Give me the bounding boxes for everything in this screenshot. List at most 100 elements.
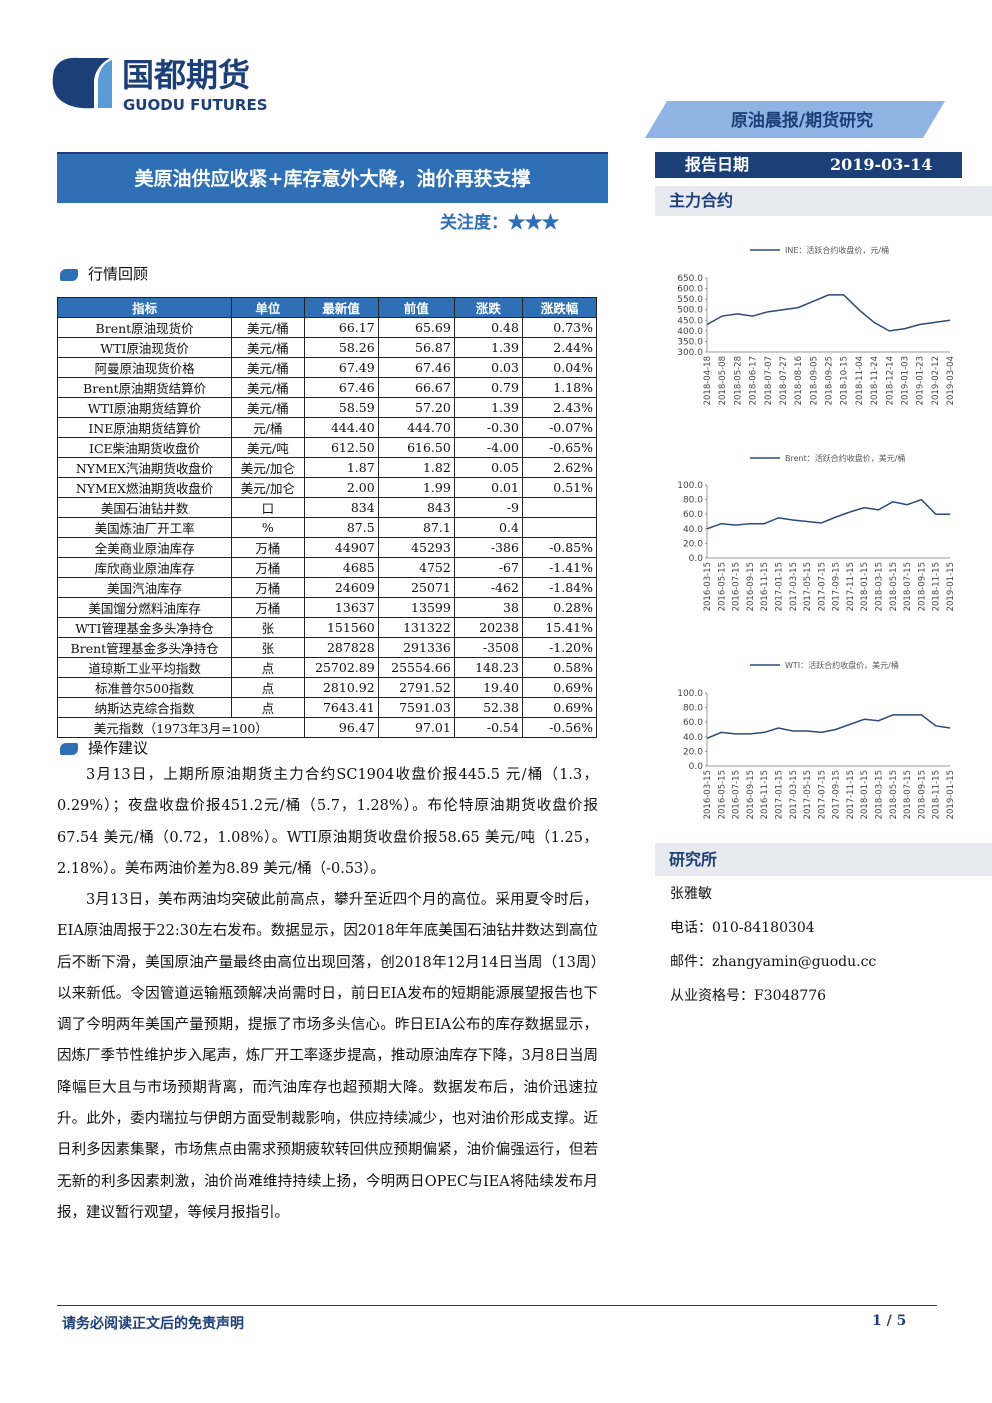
cell: -462 — [453, 577, 523, 598]
email: 邮件：zhangyamin@guodu.cc — [670, 954, 877, 970]
cell: 2.44% — [521, 337, 598, 358]
section-heading: 行情回顾 — [60, 263, 148, 284]
cell: 1.18% — [521, 377, 598, 398]
cell: 0.4 — [453, 517, 523, 538]
cell: WTI原油期货结算价 — [56, 397, 233, 418]
cell: 美国汽油库存 — [56, 577, 233, 598]
cell: 0.03 — [453, 357, 523, 378]
y-tick-label: 100.0 — [677, 689, 703, 699]
row: Brent原油期货结算价 美元/桶 67.46 66.67 0.79 1.18% — [56, 377, 598, 398]
x-tick-label: 2016-11-15 — [760, 770, 770, 819]
x-tick-label: 2018-01-15 — [860, 562, 870, 611]
y-tick-label: 550.0 — [677, 295, 703, 305]
x-tick-label: 2017-09-15 — [832, 562, 842, 611]
cell: WTI管理基金多头净持仓 — [56, 617, 233, 638]
analyst: 张雅敏 — [670, 886, 712, 902]
line — [706, 498, 950, 530]
cell: 库欣商业原油库存 — [56, 557, 233, 578]
x-tick-label: 2018-09-15 — [917, 770, 927, 819]
cell: 66.17 — [303, 317, 379, 338]
x-tick-label: 2018-07-07 — [764, 356, 774, 405]
cell: 87.5 — [303, 517, 379, 538]
line — [706, 294, 951, 332]
cell: 美元指数（1973年3月=100） — [57, 717, 305, 738]
cell: 25071 — [377, 577, 455, 598]
cell: 0.01 — [453, 477, 523, 498]
x-tick-label: 2016-07-15 — [732, 770, 742, 819]
x-tick-label: 2019-01-15 — [946, 770, 956, 819]
x-tick-label: 2018-12-14 — [885, 356, 895, 405]
x-tick-label: 2019-01-15 — [946, 562, 956, 611]
row: 美国石油钻井数口 834 843 -9 — [56, 497, 598, 518]
cell: 2.43% — [521, 397, 598, 418]
y-tick-label: 500.0 — [677, 306, 703, 316]
row: INE原油期货结算价 元/桶 444.40 444.70 -0.30 -0.07% — [56, 417, 598, 438]
market-table: 指标 单位 最新值 前值 涨跌 涨跌幅 Brent原油现货价 美元/桶 66.17 65.69 0.… — [56, 297, 598, 738]
x-tick-label: 2016-03-15 — [703, 562, 713, 611]
row: 美国馏分燃料油库存 万桶 13637 13599 38 0.28% — [56, 597, 598, 618]
cell: 444.40 — [303, 417, 379, 438]
cell: 万桶 — [231, 577, 305, 598]
x-tick-label: 2018-06-17 — [749, 356, 759, 405]
cell: WTI原油现货价 — [56, 337, 233, 358]
cell: 67.49 — [303, 357, 379, 378]
row: 库欣商业原油库存 万桶 4685 4752 -67 -1.41% — [56, 557, 598, 578]
cell: 13599 — [377, 597, 455, 618]
cell: 美元/桶 — [231, 337, 305, 358]
cell: -1.20% — [521, 637, 598, 658]
cell: 美国馏分燃料油库存 — [56, 597, 233, 618]
date-value: 2019-03-14 — [830, 155, 933, 174]
paragraph: 3月13日，美布两油均突破此前高点，攀升至近四个月的高位。采用夏令时后，EIA原… — [57, 892, 598, 1221]
logo-mark — [52, 57, 110, 109]
cell: 0.73% — [521, 317, 598, 338]
logo: 国都期货 GUODU FUTURES — [52, 56, 268, 114]
footer-rule — [57, 1305, 937, 1306]
cell: 7643.41 — [303, 697, 379, 718]
legend-label: WTI：活跃合约收盘价，美元/桶 — [785, 660, 899, 670]
row: 标准普尔500指数点 2810.92 2791.52 19.40 0.69% — [56, 677, 598, 698]
x-tick-label: 2016-11-15 — [760, 562, 770, 611]
cert: 从业资格号：F3048776 — [670, 988, 827, 1004]
y-tick-label: 40.0 — [683, 525, 703, 535]
cell: 287828 — [303, 637, 379, 658]
cell: -3508 — [453, 637, 523, 658]
header-cell: 指标 — [56, 297, 233, 318]
x-tick-label: 2016-05-15 — [717, 562, 727, 611]
y-tick-label: 0.0 — [689, 554, 704, 564]
cell: 20238 — [453, 617, 523, 638]
cell: 万桶 — [231, 557, 305, 578]
cell: 道琼斯工业平均指数 — [56, 657, 233, 678]
cell: 美元/加仑 — [231, 477, 305, 498]
cell: 87.1 — [377, 517, 455, 538]
x-tick-label: 2018-11-24 — [870, 356, 880, 405]
y-tick-label: 20.0 — [683, 539, 703, 549]
cell: 444.70 — [377, 417, 455, 438]
cell: 美元/桶 — [231, 317, 305, 338]
cell: 点 — [231, 657, 305, 678]
cell: 45293 — [377, 537, 455, 558]
x-tick-label: 2016-09-15 — [746, 770, 756, 819]
header-cell: 涨跌 — [453, 297, 523, 318]
cell: 97.01 — [377, 717, 455, 738]
cell: 全美商业原油库存 — [56, 537, 233, 558]
banner-text: 原油晨报/期货研究 — [731, 110, 873, 131]
cell: 1.39 — [453, 397, 523, 418]
cell: 1.99 — [377, 477, 455, 498]
cell: 1.82 — [377, 457, 455, 478]
x-tick-label: 2017-05-15 — [803, 770, 813, 819]
cell: 4685 — [303, 557, 379, 578]
row: Brent管理基金多头净持仓张 287828 291336 -3508 -1.20% — [56, 637, 598, 658]
cell: 标准普尔500指数 — [56, 677, 233, 698]
cell: 0.79 — [453, 377, 523, 398]
cell: -9 — [453, 497, 523, 518]
cell: 24609 — [303, 577, 379, 598]
x-tick-label: 2017-01-15 — [774, 770, 784, 819]
x-tick-label: 2018-09-05 — [809, 356, 819, 405]
row: WTI管理基金多头净持仓张 151560 131322 20238 15.41% — [56, 617, 598, 638]
cell: 美国石油钻井数 — [56, 497, 233, 518]
x-tick-label: 2017-11-15 — [846, 770, 856, 819]
cell: -0.07% — [521, 417, 598, 438]
row: NYMEX汽油期货收盘价 美元/加仑 1.87 1.82 0.05 2.62% — [56, 457, 598, 478]
x-tick-label: 2018-07-15 — [903, 562, 913, 611]
cell: -0.56% — [521, 717, 598, 738]
